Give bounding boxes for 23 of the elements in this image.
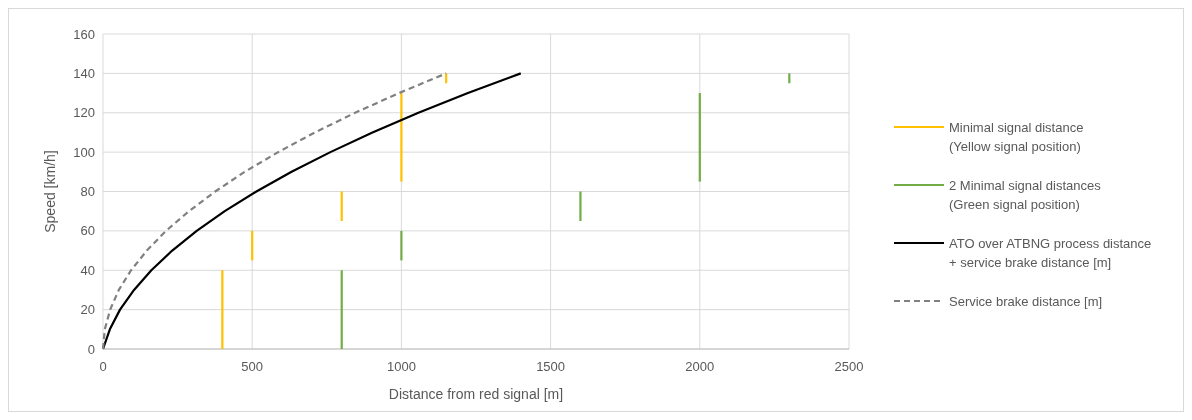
y-tick-label: 160	[73, 26, 95, 42]
line-series	[101, 72, 448, 351]
x-axis-title: Distance from red signal [m]	[388, 386, 564, 402]
y-tick-label: 120	[73, 105, 95, 121]
y-tick-label: 60	[80, 223, 95, 239]
x-tick-label: 2000	[685, 359, 715, 374]
legend-label: Service brake distance [m]	[949, 293, 1103, 309]
x-tick-label: 1500	[536, 359, 566, 374]
y-tick-label: 0	[87, 341, 95, 357]
y-tick-label: 40	[80, 262, 95, 278]
legend-label: 2 Minimal signal distances (Green signal position)	[949, 177, 1102, 212]
x-tick-label: 1000	[386, 359, 416, 374]
line-series	[101, 72, 522, 351]
y-axis-title: Speed [km/h]	[42, 150, 58, 233]
y-tick-label: 80	[80, 184, 95, 199]
y-tick-label: 140	[73, 65, 95, 81]
y-tick-label: 20	[80, 302, 95, 318]
x-tick-label: 0	[99, 359, 107, 374]
legend-label: ATO over ATBNG process distance + service brake distance [m]	[949, 235, 1152, 270]
legend-label: Minimal signal distance (Yellow signal position)	[949, 119, 1084, 154]
x-tick-label: 500	[241, 359, 264, 374]
x-tick-label: 2500	[834, 359, 864, 374]
y-tick-label: 100	[73, 144, 95, 160]
